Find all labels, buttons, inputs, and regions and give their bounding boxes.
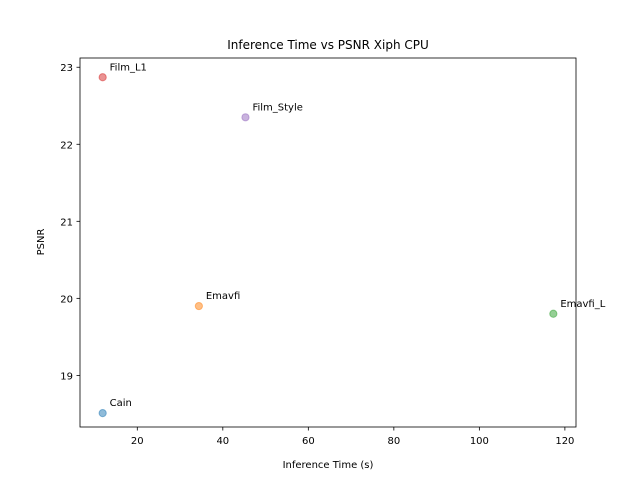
data-point-label: Emavfi <box>206 291 240 302</box>
y-axis: 19 20 21 22 23 <box>60 63 80 382</box>
data-point <box>194 301 203 311</box>
x-tick-label: 100 <box>470 436 489 447</box>
plot-area: Cain Emavfi Emavfi_L Film_L1 Film_Style <box>98 62 606 418</box>
data-point <box>98 73 107 82</box>
data-point-label: Emavfi_L <box>560 299 605 310</box>
x-tick-label: 80 <box>387 436 400 447</box>
y-axis-label: PSNR <box>36 229 47 256</box>
y-tick-label: 20 <box>60 294 73 305</box>
data-point-label: Film_Style <box>252 102 302 113</box>
data-point-label: Cain <box>110 398 132 409</box>
x-tick-label: 120 <box>555 436 574 447</box>
y-tick-label: 19 <box>60 371 73 382</box>
data-point <box>241 113 250 122</box>
x-tick-label: 60 <box>302 436 315 447</box>
y-tick-label: 21 <box>60 217 73 228</box>
x-axis-label: Inference Time (s) <box>283 460 374 471</box>
x-tick-label: 20 <box>131 436 144 447</box>
y-tick-label: 23 <box>60 63 73 74</box>
x-tick-label: 40 <box>216 436 229 447</box>
chart-title: Inference Time vs PSNR Xiph CPU <box>227 38 429 52</box>
data-point-label: Film_L1 <box>110 62 147 73</box>
x-axis: 20 40 60 80 100 120 <box>131 427 574 447</box>
data-point <box>549 309 558 318</box>
y-tick-label: 22 <box>60 140 73 151</box>
axes-frame <box>79 57 577 428</box>
data-point <box>98 409 107 418</box>
